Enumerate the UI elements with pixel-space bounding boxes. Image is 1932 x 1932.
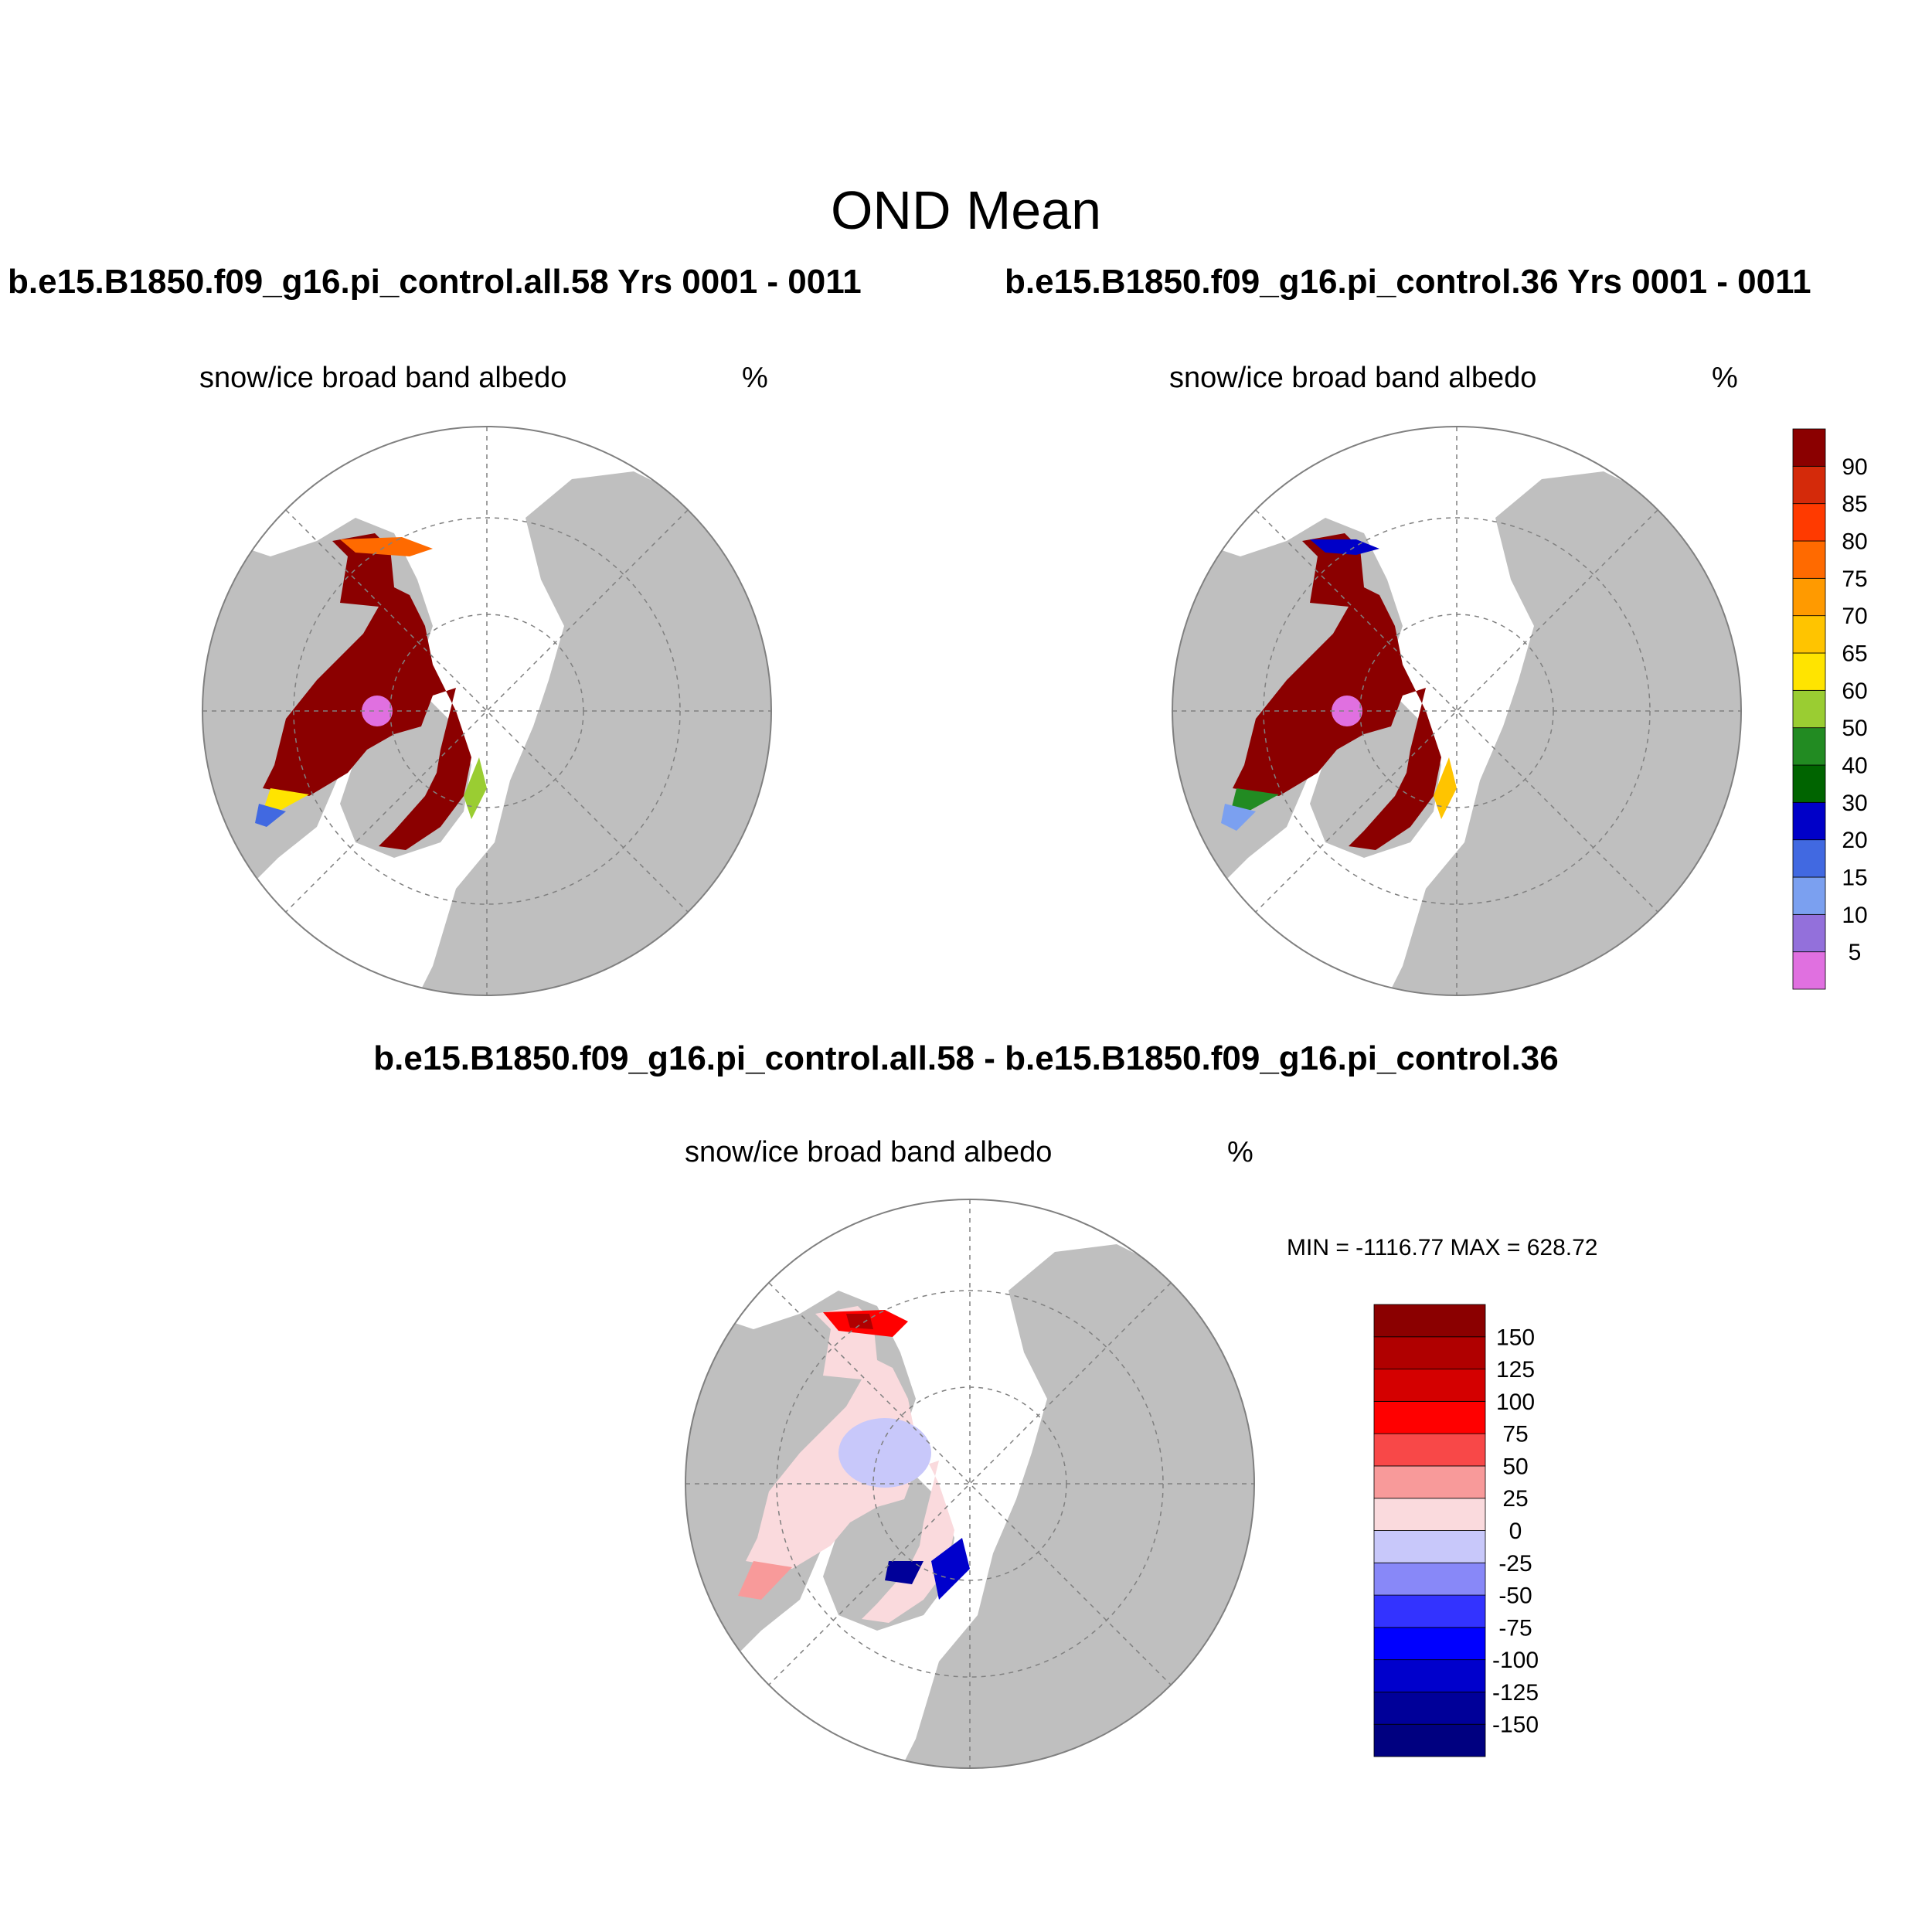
colorbar-difference-tick-label: -100 [1492, 1648, 1539, 1673]
map-b-ice-edge-siberia [1310, 539, 1379, 555]
colorbar-albedo-swatch [1792, 913, 1826, 953]
colorbar-difference: -150 -125 -100 -75 -50 -25 0 25 50 75 100 125 150 [1373, 1304, 1539, 1757]
polar-map-case-b [1172, 426, 1742, 996]
map-diff-pole-negative [838, 1418, 931, 1488]
colorbar-difference-tick-label: 125 [1496, 1357, 1535, 1383]
colorbar-difference-swatch [1373, 1336, 1486, 1369]
map-b-ice-main [1233, 533, 1441, 850]
colorbar-albedo-tick-label: 5 [1849, 940, 1862, 965]
colorbar-albedo-swatch [1792, 503, 1826, 542]
colorbar-difference-tick-label: 25 [1502, 1486, 1528, 1512]
colorbar-difference-swatch [1373, 1498, 1486, 1531]
map-a-ice-edge-siberia [340, 537, 433, 556]
map-a-ice-band-yellow [263, 788, 309, 811]
colorbar-albedo-tick-label: 65 [1842, 641, 1867, 667]
map-b-ice-band-blue [1221, 804, 1256, 831]
colorbar-difference-swatch [1373, 1692, 1486, 1725]
map-diff-siberia-strong [846, 1314, 873, 1329]
map-diff-greenland-sea-negative [931, 1538, 970, 1600]
colorbar-albedo-swatch [1792, 615, 1826, 654]
colorbar-difference-swatch [1373, 1433, 1486, 1467]
colorbar-albedo: 5 10 15 20 30 40 50 60 65 70 75 80 85 90 [1792, 428, 1868, 990]
polar-map-difference [685, 1199, 1255, 1769]
map-b-ice-edge-greenland-sea [1434, 757, 1457, 819]
map-a-ice-main [263, 533, 471, 850]
map-a-land-eurasia [417, 471, 771, 995]
colorbar-albedo-swatch [1792, 801, 1826, 841]
map-a-pole-low-albedo [362, 696, 393, 726]
colorbar-difference-tick-label: -150 [1492, 1713, 1539, 1738]
colorbar-difference-tick-label: 75 [1502, 1422, 1528, 1447]
panel-a-units-label: % [742, 362, 768, 394]
colorbar-albedo-swatch [1792, 577, 1826, 617]
colorbar-albedo-tick-label: 90 [1842, 454, 1867, 480]
colorbar-albedo-tick-label: 60 [1842, 679, 1867, 704]
map-diff-graticule [685, 1199, 1254, 1768]
colorbar-difference-swatch [1373, 1627, 1486, 1661]
diff-min-max-stats: MIN = -1116.77 MAX = 628.72 [1287, 1235, 1598, 1260]
colorbar-difference-tick-label: 50 [1502, 1454, 1528, 1479]
panel-b-variable-label: snow/ice broad band albedo [1169, 362, 1537, 394]
colorbar-albedo-tick-label: 70 [1842, 604, 1867, 629]
colorbar-difference-swatch [1373, 1304, 1486, 1338]
colorbar-albedo-tick-label: 30 [1842, 791, 1867, 816]
colorbar-difference-tick-label: 100 [1496, 1389, 1535, 1415]
map-a-graticule [202, 427, 771, 995]
figure-title: OND Mean [830, 180, 1102, 240]
colorbar-difference-swatch [1373, 1659, 1486, 1692]
map-diff-land-eurasia [900, 1244, 1254, 1768]
colorbar-difference-tick-label: -50 [1498, 1583, 1532, 1609]
colorbar-difference-swatch [1373, 1530, 1486, 1563]
colorbar-albedo-tick-label: 75 [1842, 566, 1867, 592]
map-a-ice-band-blue [255, 804, 286, 827]
map-a-ice-edge-greenland-sea [464, 757, 487, 819]
map-b-pole-low-albedo [1332, 696, 1362, 726]
map-a-outline [202, 426, 772, 996]
map-b-ice-band-green [1231, 788, 1279, 811]
colorbar-albedo-tick-label: 10 [1842, 903, 1867, 928]
colorbar-albedo-tick-label: 40 [1842, 753, 1867, 779]
colorbar-difference-tick-label: 0 [1509, 1519, 1522, 1544]
colorbar-difference-tick-label: -75 [1498, 1615, 1532, 1641]
diff-units-label: % [1227, 1136, 1253, 1168]
colorbar-albedo-swatch [1792, 727, 1826, 766]
colorbar-albedo-swatch [1792, 689, 1826, 729]
colorbar-albedo-swatch [1792, 839, 1826, 878]
colorbar-albedo-tick-label: 15 [1842, 866, 1867, 891]
colorbar-albedo-tick-label: 85 [1842, 492, 1867, 517]
map-diff-barents-negative [885, 1561, 923, 1584]
colorbar-albedo-swatch [1792, 652, 1826, 691]
map-diff-outline [685, 1199, 1255, 1769]
colorbar-difference-swatch [1373, 1594, 1486, 1628]
colorbar-albedo-swatch [1792, 951, 1826, 990]
map-diff-canada-positive [738, 1561, 792, 1600]
colorbar-albedo-swatch [1792, 465, 1826, 505]
colorbar-albedo-swatch [1792, 540, 1826, 579]
colorbar-difference-swatch [1373, 1465, 1486, 1499]
colorbar-albedo-swatch [1792, 428, 1826, 467]
panel-b-units-label: % [1712, 362, 1738, 394]
colorbar-albedo-swatch [1792, 764, 1826, 803]
colorbar-difference-swatch [1373, 1562, 1486, 1596]
colorbar-albedo-tick-label: 50 [1842, 716, 1867, 741]
diff-case-title: b.e15.B1850.f09_g16.pi_control.all.58 - … [373, 1039, 1559, 1077]
colorbar-difference-tick-label: 150 [1496, 1325, 1535, 1350]
colorbar-difference-swatch [1373, 1369, 1486, 1402]
colorbar-difference-swatch [1373, 1723, 1486, 1757]
diff-variable-label: snow/ice broad band albedo [685, 1136, 1053, 1168]
polar-map-case-a [202, 426, 772, 996]
panel-a-variable-label: snow/ice broad band albedo [199, 362, 567, 394]
map-b-land-eurasia [1387, 471, 1741, 995]
map-b-outline [1172, 426, 1742, 996]
colorbar-difference-tick-label: -125 [1492, 1680, 1539, 1706]
colorbar-albedo-swatch [1792, 876, 1826, 915]
colorbar-albedo-tick-label: 20 [1842, 828, 1867, 853]
colorbar-difference-tick-label: -25 [1498, 1551, 1532, 1577]
panel-b-case-title: b.e15.B1850.f09_g16.pi_control.36 Yrs 00… [1005, 263, 1811, 301]
colorbar-difference-swatch [1373, 1400, 1486, 1434]
map-b-graticule [1172, 427, 1741, 995]
panel-a-case-title: b.e15.B1850.f09_g16.pi_control.all.58 Yr… [8, 263, 862, 301]
colorbar-albedo-tick-label: 80 [1842, 529, 1867, 555]
